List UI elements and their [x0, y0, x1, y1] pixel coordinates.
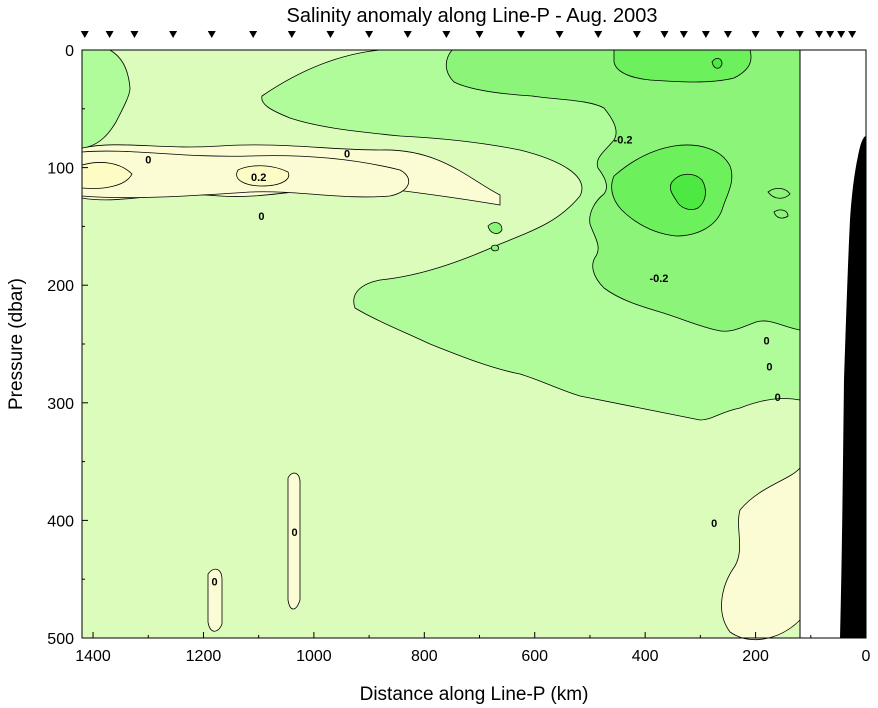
- x-tick-label: 1200: [186, 648, 222, 665]
- contour-label: 0: [258, 211, 264, 223]
- station-marker: [442, 31, 451, 38]
- y-tick-label: 100: [47, 161, 74, 178]
- station-marker: [287, 31, 296, 38]
- station-marker: [130, 31, 139, 38]
- contour-label: 0: [764, 335, 770, 347]
- bathymetry-shelf: [840, 136, 866, 638]
- station-marker: [751, 31, 760, 38]
- station-marker: [660, 31, 669, 38]
- negative-anomaly-strong-patch: [487, 222, 503, 234]
- station-marker: [776, 31, 785, 38]
- positive-anomaly-region: [721, 466, 801, 640]
- x-axis-label: Distance along Line-P (km): [360, 684, 589, 705]
- y-tick-label: 0: [65, 43, 74, 60]
- station-marker: [169, 31, 178, 38]
- station-marker: [365, 31, 374, 38]
- station-marker: [723, 31, 732, 38]
- contour-label: 0: [766, 361, 772, 373]
- contour-label: -0.2: [614, 134, 633, 146]
- contour-labels: 0 0.2 0 0 -0.2 -0.2 0 0 0 0 0 0: [145, 134, 781, 589]
- contour-label: 0: [211, 577, 217, 589]
- negative-anomaly-core: [613, 49, 752, 83]
- x-tick-label: 1000: [296, 648, 332, 665]
- y-axis-label: Pressure (dbar): [6, 278, 27, 410]
- contour-label: 0: [711, 518, 717, 530]
- contour-label: 0: [775, 392, 781, 404]
- x-tick-label: 400: [632, 648, 659, 665]
- station-marker: [815, 31, 824, 38]
- contour-label: 0.2: [251, 172, 266, 184]
- station-marker: [837, 31, 846, 38]
- positive-anomaly-core: [236, 165, 290, 187]
- negative-anomaly-core-center: [711, 58, 723, 69]
- y-tick-label: 300: [47, 396, 74, 413]
- negative-anomaly-strong-patch: [773, 209, 789, 219]
- negative-anomaly-strong-patch: [491, 244, 499, 252]
- x-axis: 1400 1200 1000 800 600 400 200 0: [75, 632, 871, 665]
- station-marker: [516, 31, 525, 38]
- station-marker: [701, 31, 710, 38]
- contour-label: 0: [344, 148, 350, 160]
- contour-label: 0: [145, 154, 151, 166]
- chart-title: Salinity anomaly along Line-P - Aug. 200…: [287, 5, 658, 27]
- y-tick-label: 500: [47, 631, 74, 648]
- contour-label: 0: [292, 527, 298, 539]
- x-tick-label: 800: [411, 648, 438, 665]
- positive-anomaly-region: [287, 472, 301, 610]
- station-marker: [795, 31, 804, 38]
- station-marker: [326, 31, 335, 38]
- negative-anomaly-strong-patch: [767, 188, 791, 199]
- positive-anomaly-region: [207, 568, 223, 632]
- y-tick-label: 200: [47, 278, 74, 295]
- x-tick-label: 200: [742, 648, 769, 665]
- x-tick-label: 0: [862, 648, 871, 665]
- plot-area: 0 0.2 0 0 -0.2 -0.2 0 0 0 0 0 0: [81, 49, 876, 640]
- contour-label: -0.2: [649, 273, 668, 285]
- station-marker: [848, 31, 857, 38]
- positive-anomaly-core: [81, 162, 133, 189]
- station-marker: [594, 31, 603, 38]
- station-marker: [632, 31, 641, 38]
- station-markers: [80, 31, 857, 38]
- station-marker: [105, 31, 114, 38]
- station-marker: [555, 31, 564, 38]
- station-marker: [679, 31, 688, 38]
- station-marker: [80, 31, 89, 38]
- station-marker: [249, 31, 258, 38]
- bathymetry-shelf: [860, 136, 866, 240]
- y-tick-label: 400: [47, 513, 74, 530]
- station-marker: [475, 31, 484, 38]
- station-marker: [403, 31, 412, 38]
- station-marker: [826, 31, 835, 38]
- x-tick-label: 1400: [75, 648, 111, 665]
- x-tick-label: 600: [521, 648, 548, 665]
- station-marker: [207, 31, 216, 38]
- negative-anomaly-core-center: [669, 173, 706, 210]
- negative-anomaly-region: [81, 49, 131, 149]
- y-axis: 0 100 200 300 400 500: [47, 43, 88, 648]
